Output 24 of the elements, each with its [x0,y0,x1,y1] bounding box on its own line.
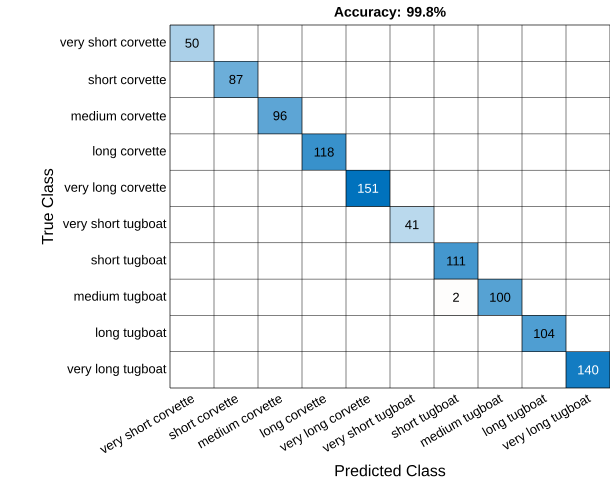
data-label: 104 [534,328,554,338]
data-label: 2 [453,292,459,302]
y-tick-label: long tugboat [96,328,166,340]
y-tick-label: very long corvette [64,182,166,194]
data-label: 151 [358,184,378,193]
chart-title: Accuracy: 99.8% [334,6,446,20]
data-label: 118 [314,147,334,157]
y-tick-label: very long tugboat [67,364,166,376]
y-tick-label: medium corvette [72,110,166,121]
y-tick-label: long corvette [93,146,166,158]
y-tick-label: medium tugboat [74,291,166,304]
y-axis-title: True Class [41,168,54,244]
y-tick-label: short tugboat [91,254,166,267]
data-label: 87 [229,74,243,84]
data-label: 100 [490,292,510,302]
data-label: 111 [447,256,466,266]
data-label: 50 [185,38,199,48]
y-tick-label: very short corvette [60,37,166,50]
y-tick-label: short corvette [88,74,166,84]
y-tick-label: very short tugboat [62,218,166,231]
data-label: 96 [273,111,287,120]
x-axis-title: Predicted Class [336,464,446,476]
data-label: 140 [578,365,598,374]
data-label: 41 [405,220,419,230]
